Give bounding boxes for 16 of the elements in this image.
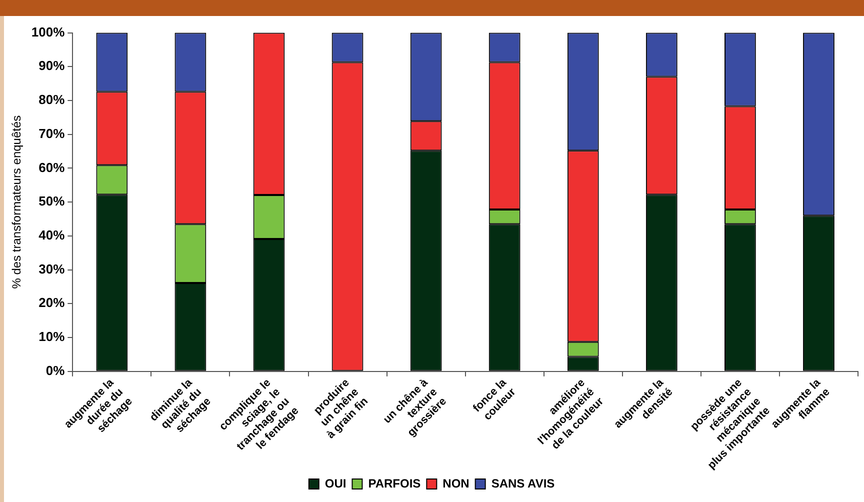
y-tick-label: 90% — [38, 58, 66, 74]
y-axis-title: % des transformateurs enquêtés — [10, 115, 24, 289]
legend-label: OUI — [324, 476, 346, 490]
y-tick-label: 10% — [38, 329, 66, 344]
y-tick-label: 0% — [46, 362, 66, 378]
y-tick-label: 80% — [38, 92, 66, 108]
y-tick-label: 100% — [31, 24, 66, 40]
y-tick-label: 50% — [38, 194, 66, 209]
y-tick-label: 30% — [38, 261, 66, 276]
legend-label: PARFOIS — [368, 476, 421, 490]
y-tick-label: 40% — [38, 227, 66, 242]
y-tick-label: 20% — [38, 295, 66, 310]
y-tick-label: 60% — [38, 160, 66, 175]
legend-label: SANS AVIS — [491, 476, 555, 490]
legend-label: NON — [442, 476, 470, 490]
y-tick-label: 70% — [38, 126, 66, 141]
